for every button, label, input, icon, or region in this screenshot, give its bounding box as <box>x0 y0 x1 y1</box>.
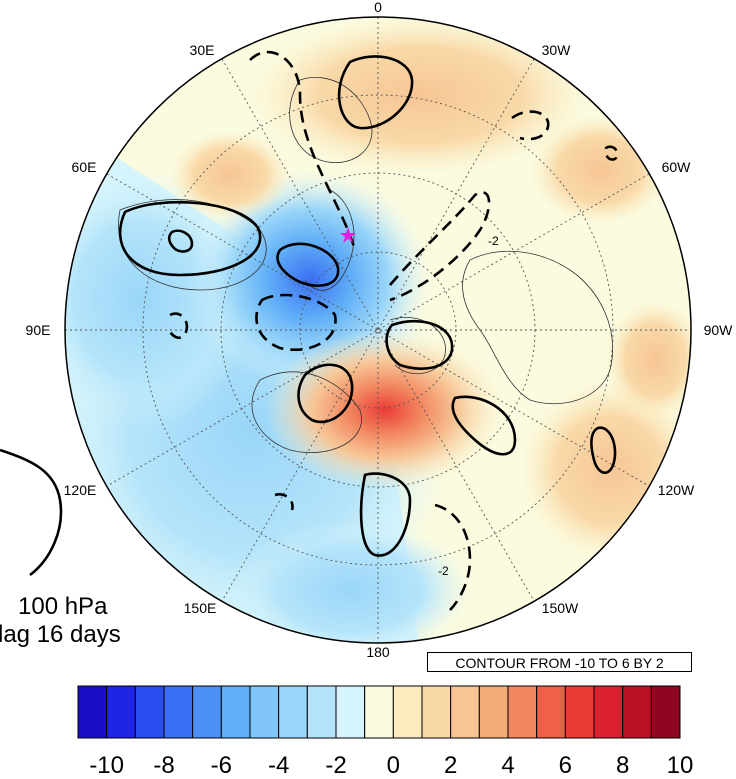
colorbar-tick-label: -10 <box>89 752 124 779</box>
colorbar-box <box>392 685 423 739</box>
colorbar-tick-label: -6 <box>211 752 232 779</box>
colorbar-tick-label: 2 <box>444 752 457 779</box>
colorbar-box <box>335 685 366 739</box>
contour-interval-note: CONTOUR FROM -10 TO 6 BY 2 <box>427 652 692 672</box>
colorbar-tick-label: -4 <box>268 752 289 779</box>
lon-label-180: 180 <box>366 644 390 660</box>
contour-label: -2 <box>438 564 449 578</box>
colorbar-tick-label: 8 <box>616 752 629 779</box>
colorbar-box <box>77 685 108 739</box>
graticule <box>65 17 691 643</box>
colorbar-box <box>507 685 538 739</box>
colorbar-tick-labels: -10 -8 -6 -4 -2 0 2 4 6 8 10 <box>89 752 693 779</box>
colorbar-box <box>249 685 280 739</box>
lon-label-90e: 90E <box>26 322 51 338</box>
lon-label-150w: 150W <box>542 600 579 616</box>
colorbar-tick-label: 4 <box>501 752 514 779</box>
contour-labels: -2 -2 <box>438 234 499 578</box>
colorbar-box <box>192 685 222 739</box>
colorbar-box <box>134 685 165 739</box>
colorbar-box <box>306 685 337 739</box>
colorbar-tick-label: 6 <box>559 752 572 779</box>
colorbar-boxes <box>77 685 681 739</box>
longitude-labels: 0 30W 60W 90W 120W 150W 180 150E 120E 90… <box>26 0 734 660</box>
lon-label-60e: 60E <box>72 159 97 175</box>
lag-label: lag 16 days <box>0 621 121 648</box>
lon-label-30e: 30E <box>190 42 215 58</box>
lon-label-60w: 60W <box>662 159 692 175</box>
colorbar-box <box>421 685 452 739</box>
lon-label-0: 0 <box>374 0 382 15</box>
colorbar-tick-label: -2 <box>325 752 346 779</box>
colorbar-tick-label: -8 <box>153 752 174 779</box>
colorbar-box <box>278 685 308 739</box>
colorbar-box <box>650 685 681 739</box>
lon-label-30w: 30W <box>542 42 572 58</box>
colorbar-box <box>220 685 251 739</box>
negative-contours <box>166 50 619 611</box>
colorbar-box <box>593 685 624 739</box>
colorbar-box <box>536 685 566 739</box>
colorbar-box <box>106 685 136 739</box>
colorbar-box <box>163 685 194 739</box>
colorbar-box <box>622 685 652 739</box>
colorbar-tick-label: 0 <box>387 752 400 779</box>
contour-label: -2 <box>488 234 499 248</box>
colorbar-box <box>478 685 509 739</box>
map-border <box>64 16 692 644</box>
location-star-marker <box>340 227 356 243</box>
colorbar-tick-label: 10 <box>667 752 694 779</box>
colorbar-box <box>364 685 394 739</box>
lon-label-120w: 120W <box>658 482 695 498</box>
colorbar-box <box>450 685 480 739</box>
lon-label-120e: 120E <box>64 482 97 498</box>
colorbar-box <box>564 685 595 739</box>
positive-contours <box>0 55 617 577</box>
lon-label-150e: 150E <box>184 600 217 616</box>
lon-label-90w: 90W <box>704 322 734 338</box>
pressure-level-label: 100 hPa <box>18 593 108 620</box>
